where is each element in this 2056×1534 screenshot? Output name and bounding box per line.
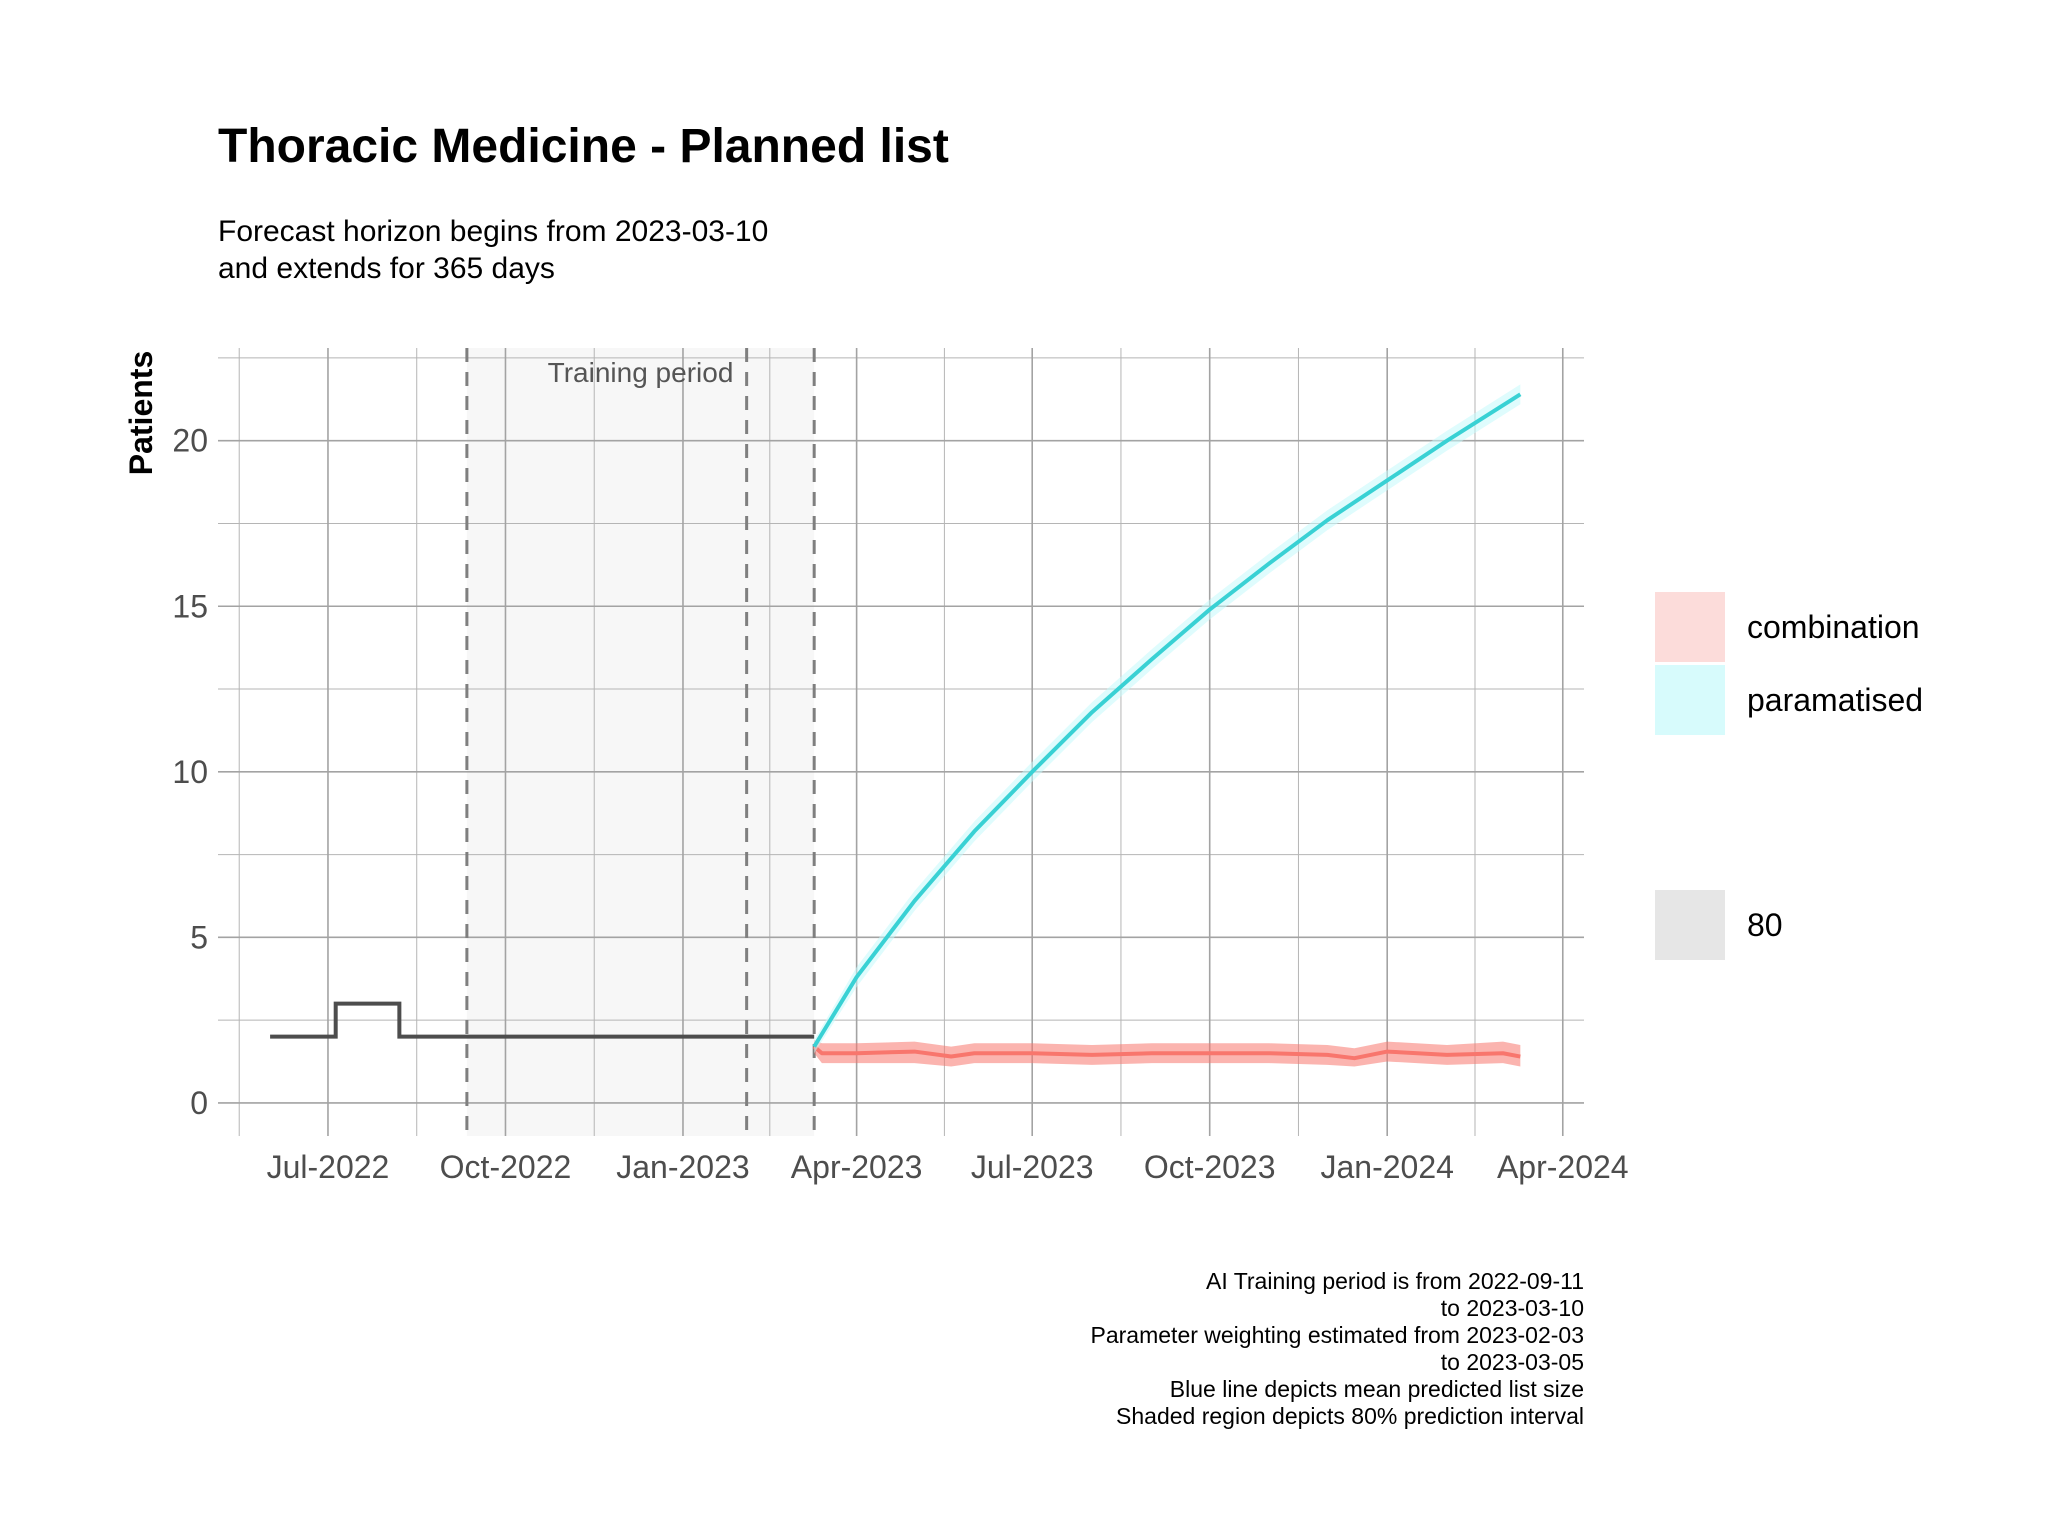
y-tick-label: 15: [172, 588, 208, 624]
caption-line: to 2023-03-05: [1441, 1349, 1584, 1375]
prediction-band-paramatised: [814, 384, 1521, 1054]
x-tick-label: Oct-2023: [1144, 1149, 1276, 1185]
caption-line: to 2023-03-10: [1441, 1295, 1584, 1321]
caption: AI Training period is from 2022-09-11to …: [1091, 1268, 1584, 1429]
x-tick-label: Jul-2023: [971, 1149, 1094, 1185]
minor-gridlines: [218, 348, 1584, 1136]
observed-line: [270, 1001, 815, 1039]
chart-subtitle-line-2: and extends for 365 days: [218, 252, 555, 285]
y-tick-label: 10: [172, 754, 208, 790]
caption-line: AI Training period is from 2022-09-11: [1206, 1268, 1584, 1294]
legend-label: 80: [1747, 907, 1783, 943]
series-paramatised: [812, 384, 1522, 1054]
legend-label: paramatised: [1747, 682, 1923, 718]
series-combination: [812, 1039, 1521, 1067]
x-tick-label: Apr-2024: [1497, 1149, 1629, 1185]
x-tick-label: Oct-2022: [440, 1149, 572, 1185]
mean-line-paramatised: [812, 392, 1522, 1048]
x-tick-label: Jan-2023: [616, 1149, 749, 1185]
legend: combination paramatised 80: [1655, 592, 1923, 960]
caption-line: Shaded region depicts 80% prediction int…: [1116, 1403, 1584, 1429]
mean-line-combination: [812, 1045, 1521, 1061]
y-tick-label: 20: [172, 423, 208, 459]
legend-swatch: [1655, 890, 1725, 960]
caption-line: Parameter weighting estimated from 2023-…: [1091, 1322, 1584, 1348]
caption-line: Blue line depicts mean predicted list si…: [1170, 1376, 1584, 1402]
chart-title: Thoracic Medicine - Planned list: [218, 120, 949, 173]
x-tick-label: Jul-2022: [267, 1149, 390, 1185]
y-axis-label: Patients: [123, 351, 159, 475]
training-period-band: [466, 348, 815, 1136]
training-period-label: Training period: [548, 357, 734, 388]
legend-swatch: [1655, 592, 1725, 662]
plot-area: 0 5 10 15 20 Jul-2022 Oct-2022 Jan-2023 Apr-2023…: [172, 348, 1629, 1185]
legend-label: combination: [1747, 609, 1920, 645]
legend-swatch: [1655, 665, 1725, 735]
x-tick-label: Apr-2023: [791, 1149, 923, 1185]
major-gridlines: [218, 348, 1584, 1136]
y-tick-label: 0: [190, 1085, 208, 1121]
y-tick-label: 5: [190, 919, 208, 955]
x-tick-label: Jan-2024: [1320, 1149, 1453, 1185]
chart-subtitle-line-1: Forecast horizon begins from 2023-03-10: [218, 215, 768, 248]
